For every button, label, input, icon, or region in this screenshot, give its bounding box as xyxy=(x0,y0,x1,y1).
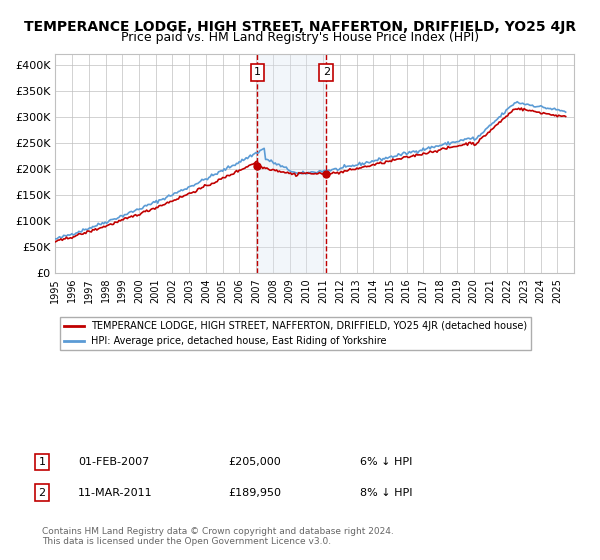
Text: 6% ↓ HPI: 6% ↓ HPI xyxy=(360,457,412,467)
Legend: TEMPERANCE LODGE, HIGH STREET, NAFFERTON, DRIFFIELD, YO25 4JR (detached house), : TEMPERANCE LODGE, HIGH STREET, NAFFERTON… xyxy=(60,318,532,350)
Text: Price paid vs. HM Land Registry's House Price Index (HPI): Price paid vs. HM Land Registry's House … xyxy=(121,31,479,44)
Text: £205,000: £205,000 xyxy=(228,457,281,467)
Text: 11-MAR-2011: 11-MAR-2011 xyxy=(78,488,152,498)
Text: 2: 2 xyxy=(323,67,330,77)
Bar xyxy=(257,54,326,273)
Point xyxy=(253,162,262,171)
Point xyxy=(322,170,331,179)
Text: Contains HM Land Registry data © Crown copyright and database right 2024.
This d: Contains HM Land Registry data © Crown c… xyxy=(42,526,394,546)
Text: TEMPERANCE LODGE, HIGH STREET, NAFFERTON, DRIFFIELD, YO25 4JR: TEMPERANCE LODGE, HIGH STREET, NAFFERTON… xyxy=(24,20,576,34)
Text: 01-FEB-2007: 01-FEB-2007 xyxy=(78,457,149,467)
Text: 1: 1 xyxy=(254,67,261,77)
Text: £189,950: £189,950 xyxy=(228,488,281,498)
Text: 8% ↓ HPI: 8% ↓ HPI xyxy=(360,488,413,498)
Text: 1: 1 xyxy=(38,457,46,467)
Text: 2: 2 xyxy=(38,488,46,498)
